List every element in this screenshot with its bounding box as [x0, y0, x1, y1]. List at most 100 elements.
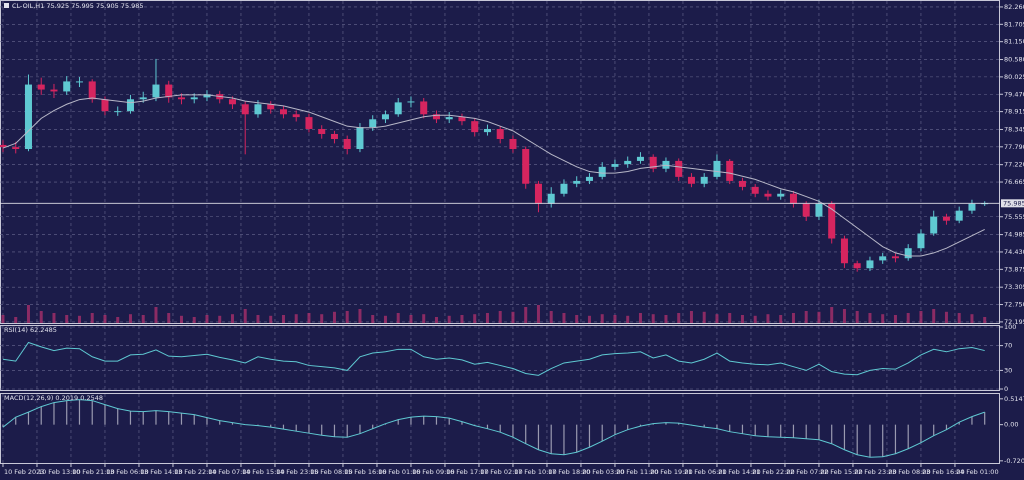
macd-bar	[614, 424, 616, 435]
volume-bar	[14, 317, 18, 323]
macd-bar	[576, 424, 578, 453]
macd-bar	[346, 424, 348, 438]
y-tick-label: 0.5147	[1004, 395, 1024, 403]
x-tick-label: 20 Feb 03:00	[582, 468, 625, 476]
volume-bar	[396, 313, 400, 323]
candle-body	[394, 102, 402, 115]
y-tick-label: 81.705	[1004, 20, 1024, 28]
macd-bar	[78, 399, 81, 425]
volume-bar	[932, 309, 936, 323]
candle-body	[165, 84, 173, 98]
candle-body	[687, 176, 695, 184]
x-tick-label: 24 Feb 01:00	[956, 468, 999, 476]
volume-bar	[294, 314, 298, 323]
last-price-box	[1001, 199, 1024, 208]
volume-bar	[281, 315, 285, 323]
macd-bar	[231, 422, 234, 425]
candle-body	[318, 128, 326, 134]
x-tick-label: 21 Feb 06:00	[684, 468, 727, 476]
volume-bar	[179, 315, 183, 323]
macd-bar	[321, 424, 323, 436]
volume-bar	[167, 313, 171, 323]
volume-bar	[702, 311, 706, 323]
x-tick-label: 13 Feb 14:00	[140, 468, 183, 476]
volume-bar	[332, 311, 336, 323]
candle-body	[24, 84, 32, 150]
volume-bar	[473, 314, 477, 323]
y-tick-label: 78.915	[1004, 108, 1024, 116]
candle-body	[611, 164, 619, 167]
candle-body	[228, 99, 236, 105]
volume-bar	[511, 311, 515, 323]
candle-body	[432, 114, 440, 120]
macd-bar	[372, 424, 374, 429]
last-price-label: 75.985	[1003, 199, 1024, 207]
candle-body	[573, 180, 581, 184]
volume-bar	[766, 314, 770, 323]
macd-bar	[958, 422, 960, 425]
macd-bar	[129, 411, 132, 425]
candle-body	[445, 117, 453, 120]
volume-bar	[39, 311, 43, 323]
candle-body	[879, 256, 887, 261]
macd-bar	[920, 424, 922, 443]
macd-bar	[945, 424, 948, 430]
volume-bar	[358, 309, 362, 323]
macd-bar	[741, 424, 744, 434]
volume-bar	[536, 305, 540, 323]
volume-bar	[26, 305, 30, 323]
macd-bar	[270, 424, 272, 428]
candle-body	[738, 180, 746, 187]
symbol-icon	[4, 3, 9, 8]
volume-bar	[957, 313, 961, 323]
volume-bar	[218, 315, 222, 323]
volume-bar	[638, 313, 642, 323]
macd-bar	[537, 424, 540, 450]
macd-bar	[2, 424, 4, 428]
x-tick-label: 15 Feb 16:00	[344, 468, 387, 476]
macd-bar	[882, 424, 884, 457]
main-frame	[0, 0, 1000, 324]
volume-bar	[893, 315, 897, 323]
volume-bar	[970, 314, 974, 323]
candle-body	[522, 149, 530, 184]
macd-bar	[448, 418, 450, 425]
candle-body	[152, 84, 160, 98]
candle-body	[713, 160, 721, 177]
rsi-frame	[0, 325, 1000, 391]
volume-bar	[677, 313, 681, 323]
y-tick-label: 72.195	[1004, 318, 1024, 326]
candle-body	[101, 99, 109, 112]
volume-bar	[906, 313, 910, 323]
volume-bar	[128, 314, 132, 323]
moving-average	[2, 94, 985, 257]
x-tick-label: 16 Feb 01:00	[378, 468, 421, 476]
macd-bar	[716, 424, 718, 429]
y-tick-label: 100	[1004, 323, 1016, 331]
candle-body	[369, 119, 377, 128]
x-tick-label: 17 Feb 10:00	[514, 468, 557, 476]
candle-body	[63, 81, 71, 92]
chart-title: CL-OIL,H1 75.925 75.995 75.905 75.985	[12, 2, 144, 10]
candle-body	[241, 104, 249, 115]
macd-bar	[66, 400, 68, 425]
x-tick-label: 22 Feb 23:00	[854, 468, 897, 476]
volume-bar	[256, 315, 260, 323]
volume-bar	[243, 309, 247, 323]
y-tick-label: 75.555	[1004, 213, 1024, 221]
volume-bar	[65, 315, 69, 323]
candle-body	[458, 117, 466, 122]
y-tick-label: 81.150	[1004, 38, 1024, 46]
macd-bar	[499, 424, 501, 433]
candle-body	[126, 99, 134, 112]
macd-bar	[843, 424, 846, 450]
y-tick-label: 74.985	[1004, 231, 1024, 239]
macd-bar	[193, 414, 195, 425]
candle-body	[88, 81, 96, 100]
y-tick-label: 72.750	[1004, 301, 1024, 309]
volume-bar	[575, 315, 579, 323]
macd-bar	[27, 412, 30, 425]
candle-body	[789, 193, 797, 204]
x-tick-label: 21 Feb 22:00	[752, 468, 795, 476]
